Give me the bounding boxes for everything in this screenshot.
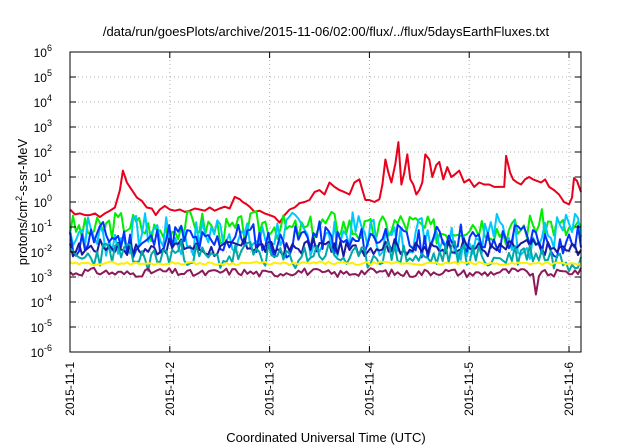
y-tick-exponent: -5 bbox=[44, 318, 52, 328]
y-tick-base: 10 bbox=[31, 346, 45, 360]
y-tick-label: 104 bbox=[34, 93, 52, 110]
x-tick-label: 2015-11-2 bbox=[163, 362, 177, 416]
y-axis-label-base: protons/cm bbox=[15, 201, 30, 265]
y-tick-base: 10 bbox=[34, 171, 48, 185]
y-tick-label: 106 bbox=[34, 43, 52, 60]
y-tick-base: 10 bbox=[31, 321, 45, 335]
y-tick-label: 101 bbox=[34, 168, 52, 185]
y-axis-label-sup: 2 bbox=[14, 196, 24, 201]
y-tick-base: 10 bbox=[31, 296, 45, 310]
y-tick-exponent: 2 bbox=[47, 143, 52, 153]
plot-series bbox=[69, 141, 582, 296]
grid bbox=[69, 52, 581, 352]
y-tick-exponent: -2 bbox=[44, 243, 52, 253]
series-line bbox=[69, 220, 582, 259]
y-tick-base: 10 bbox=[31, 221, 45, 235]
y-tick-label: 10-6 bbox=[31, 343, 52, 360]
y-tick-base: 10 bbox=[34, 146, 48, 160]
y-tick-label: 10-4 bbox=[31, 293, 52, 310]
y-tick-exponent: -4 bbox=[44, 293, 52, 303]
axis-ticks: 2015-11-1 2015-11-2 2015-11-3 2015-11-4 2015… bbox=[31, 43, 581, 416]
y-tick-label: 100 bbox=[34, 193, 52, 210]
y-tick-base: 10 bbox=[31, 271, 45, 285]
y-tick-base: 10 bbox=[34, 96, 48, 110]
y-tick-label: 10-1 bbox=[31, 218, 52, 235]
x-tick-label: 2015-11-5 bbox=[462, 362, 476, 416]
series-line bbox=[69, 237, 582, 258]
y-tick-base: 10 bbox=[31, 246, 45, 260]
y-tick-base: 10 bbox=[34, 196, 48, 210]
x-tick-label: 2015-11-1 bbox=[63, 362, 77, 416]
y-tick-label: 10-2 bbox=[31, 243, 52, 260]
y-tick-exponent: 5 bbox=[47, 68, 52, 78]
x-axis-label: Coordinated Universal Time (UTC) bbox=[226, 430, 425, 445]
chart-title: /data/run/goesPlots/archive/2015-11-06/0… bbox=[103, 24, 550, 39]
y-axis-label-rest: -s-sr-MeV bbox=[15, 138, 30, 195]
y-tick-label: 10-3 bbox=[31, 268, 52, 285]
y-tick-exponent: 4 bbox=[47, 93, 52, 103]
y-tick-exponent: 6 bbox=[47, 43, 52, 53]
x-tick-label: 2015-11-3 bbox=[263, 362, 277, 416]
series-line bbox=[69, 239, 582, 273]
series-line bbox=[69, 141, 582, 224]
x-tick-label: 2015-11-6 bbox=[562, 362, 576, 416]
series-line bbox=[69, 260, 582, 267]
y-tick-label: 102 bbox=[34, 143, 52, 160]
y-tick-exponent: 3 bbox=[47, 118, 52, 128]
y-tick-label: 103 bbox=[34, 118, 52, 135]
y-tick-label: 105 bbox=[34, 68, 52, 85]
y-tick-exponent: -6 bbox=[44, 343, 52, 353]
y-tick-base: 10 bbox=[34, 46, 48, 60]
y-tick-exponent: -3 bbox=[44, 268, 52, 278]
y-tick-base: 10 bbox=[34, 71, 48, 85]
y-tick-label: 10-5 bbox=[31, 318, 52, 335]
y-tick-exponent: 0 bbox=[47, 193, 52, 203]
y-tick-exponent: 1 bbox=[47, 168, 52, 178]
y-tick-base: 10 bbox=[34, 121, 48, 135]
y-tick-exponent: -1 bbox=[44, 218, 52, 228]
series-line bbox=[69, 266, 582, 296]
y-axis-label: protons/cm2-s-sr-MeV bbox=[14, 138, 30, 265]
x-tick-label: 2015-11-4 bbox=[362, 362, 376, 416]
